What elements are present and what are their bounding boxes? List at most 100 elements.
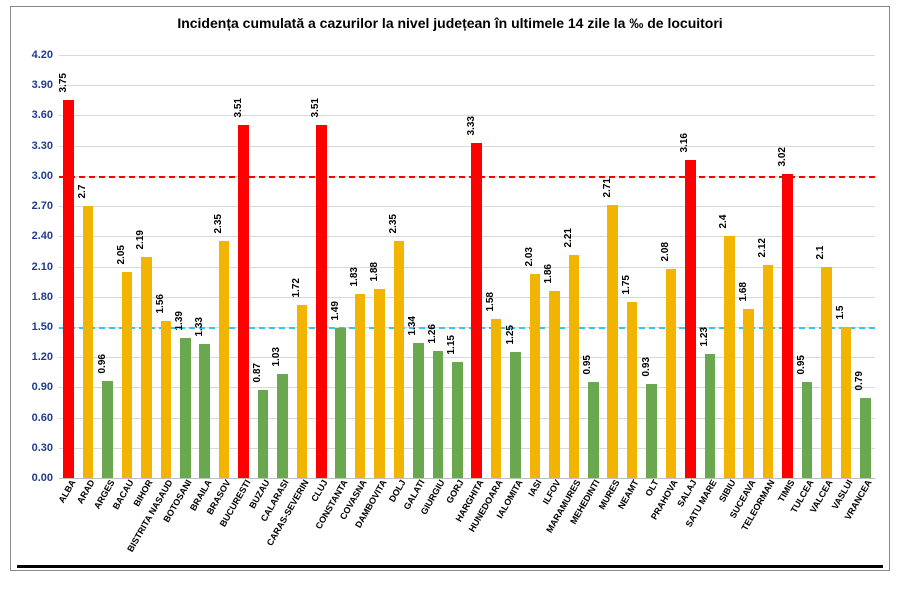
bar-slot: 1.25IALOMITA [506, 55, 525, 478]
bar-value-label: 0.95 [582, 355, 593, 374]
y-tick-label: 0.00 [32, 472, 59, 484]
bar-value-label: 2.71 [602, 178, 613, 197]
bar-value-label: 3.33 [466, 116, 477, 135]
bar-slot: 3.02TIMIS [778, 55, 797, 478]
bar-slot: 2.05BACAU [117, 55, 136, 478]
y-tick-label: 0.90 [32, 381, 59, 393]
bar [63, 100, 74, 478]
bar [510, 352, 521, 478]
bar-slot: 1.34GALATI [409, 55, 428, 478]
bar-value-label: 0.96 [97, 354, 108, 373]
y-tick-label: 3.00 [32, 170, 59, 182]
bar-value-label: 1.03 [271, 347, 282, 366]
bar-slot: 1.03CALARASI [273, 55, 292, 478]
bar [471, 143, 482, 478]
bar-value-label: 2.05 [116, 245, 127, 264]
bar-slot: 1.83COVASNA [350, 55, 369, 478]
bar-slot: 2.71MURES [603, 55, 622, 478]
bar-slot: 2.21MARAMURES [564, 55, 583, 478]
y-tick-label: 2.10 [32, 261, 59, 273]
bar-value-label: 3.75 [58, 73, 69, 92]
bar [646, 384, 657, 478]
bar-value-label: 1.72 [291, 278, 302, 297]
bar-value-label: 2.4 [718, 215, 729, 229]
bar-slot: 1.23SATU MARE [700, 55, 719, 478]
bar-slot: 2.19BIHOR [137, 55, 156, 478]
bar-slot: 2.1VALCEA [817, 55, 836, 478]
bar-value-label: 2.08 [660, 242, 671, 261]
y-tick-label: 3.30 [32, 140, 59, 152]
bar-value-label: 0.87 [252, 363, 263, 382]
bar [724, 236, 735, 478]
bar-slot: 2.35DOLJ [389, 55, 408, 478]
bar [666, 269, 677, 478]
bar-value-label: 2.35 [388, 214, 399, 233]
bar-value-label: 1.39 [174, 311, 185, 330]
bar-slot: 0.87BUZAU [253, 55, 272, 478]
bar [102, 381, 113, 478]
bar [569, 255, 580, 478]
chart-plot-area: 0.000.300.600.901.201.501.802.102.402.70… [59, 55, 875, 478]
bar [199, 344, 210, 478]
x-tick-label: IASI [526, 478, 543, 498]
bar-value-label: 1.88 [369, 262, 380, 281]
bar-value-label: 2.21 [563, 228, 574, 247]
bar-slot: 1.49CONSTANTA [331, 55, 350, 478]
bar [627, 302, 638, 478]
bar-value-label: 2.7 [77, 185, 88, 199]
bar [141, 257, 152, 478]
bar-slot: 0.93OLT [642, 55, 661, 478]
bar [705, 354, 716, 478]
bar-value-label: 0.79 [854, 371, 865, 390]
bar [821, 267, 832, 479]
bar-slot: 3.51CLUJ [312, 55, 331, 478]
bar [394, 241, 405, 478]
bar [122, 272, 133, 478]
bar [802, 382, 813, 478]
bar-slot: 2.35BRASOV [214, 55, 233, 478]
bar [413, 343, 424, 478]
bar-value-label: 1.56 [155, 294, 166, 313]
bar-slot: 1.88DAMBOVITA [370, 55, 389, 478]
bar [588, 382, 599, 478]
bar-value-label: 2.19 [135, 230, 146, 249]
bar-slot: 1.72CARAS-SEVERIN [292, 55, 311, 478]
bar-slot: 1.75NEAMT [622, 55, 641, 478]
bar [335, 328, 346, 478]
y-tick-label: 2.40 [32, 230, 59, 242]
bar-slot: 0.79VRANCEA [856, 55, 875, 478]
bar [433, 351, 444, 478]
bar [782, 174, 793, 478]
bar-value-label: 1.25 [505, 325, 516, 344]
bar-slot: 1.5VASLUI [836, 55, 855, 478]
bar-value-label: 2.35 [213, 214, 224, 233]
bar-slot: 2.7ARAD [78, 55, 97, 478]
bar [763, 265, 774, 479]
bar-slot: 2.08PRAHOVA [661, 55, 680, 478]
bar-slot: 1.56BISTRITA NASAUD [156, 55, 175, 478]
bar-value-label: 3.51 [310, 98, 321, 117]
bar-value-label: 2.1 [815, 245, 826, 259]
bar [743, 309, 754, 478]
bar-value-label: 1.26 [427, 324, 438, 343]
bar-slot: 0.95MEHEDINTI [584, 55, 603, 478]
bar-slot: 1.58HUNEDOARA [486, 55, 505, 478]
bar-value-label: 3.02 [777, 147, 788, 166]
y-tick-label: 1.20 [32, 351, 59, 363]
bar-value-label: 1.49 [330, 301, 341, 320]
bar-value-label: 1.83 [349, 267, 360, 286]
bar-slot: 3.33HARGHITA [467, 55, 486, 478]
bar-value-label: 1.5 [835, 306, 846, 320]
bar [491, 319, 502, 478]
bar [180, 338, 191, 478]
bar [161, 321, 172, 478]
bar [452, 362, 463, 478]
bar [316, 125, 327, 479]
y-tick-label: 2.70 [32, 200, 59, 212]
bar-slot: 0.96ARGES [98, 55, 117, 478]
bar-value-label: 1.75 [621, 275, 632, 294]
bar-slot: 1.39BOTOSANI [176, 55, 195, 478]
y-tick-label: 3.60 [32, 109, 59, 121]
bar-value-label: 1.68 [738, 282, 749, 301]
bar [549, 291, 560, 478]
